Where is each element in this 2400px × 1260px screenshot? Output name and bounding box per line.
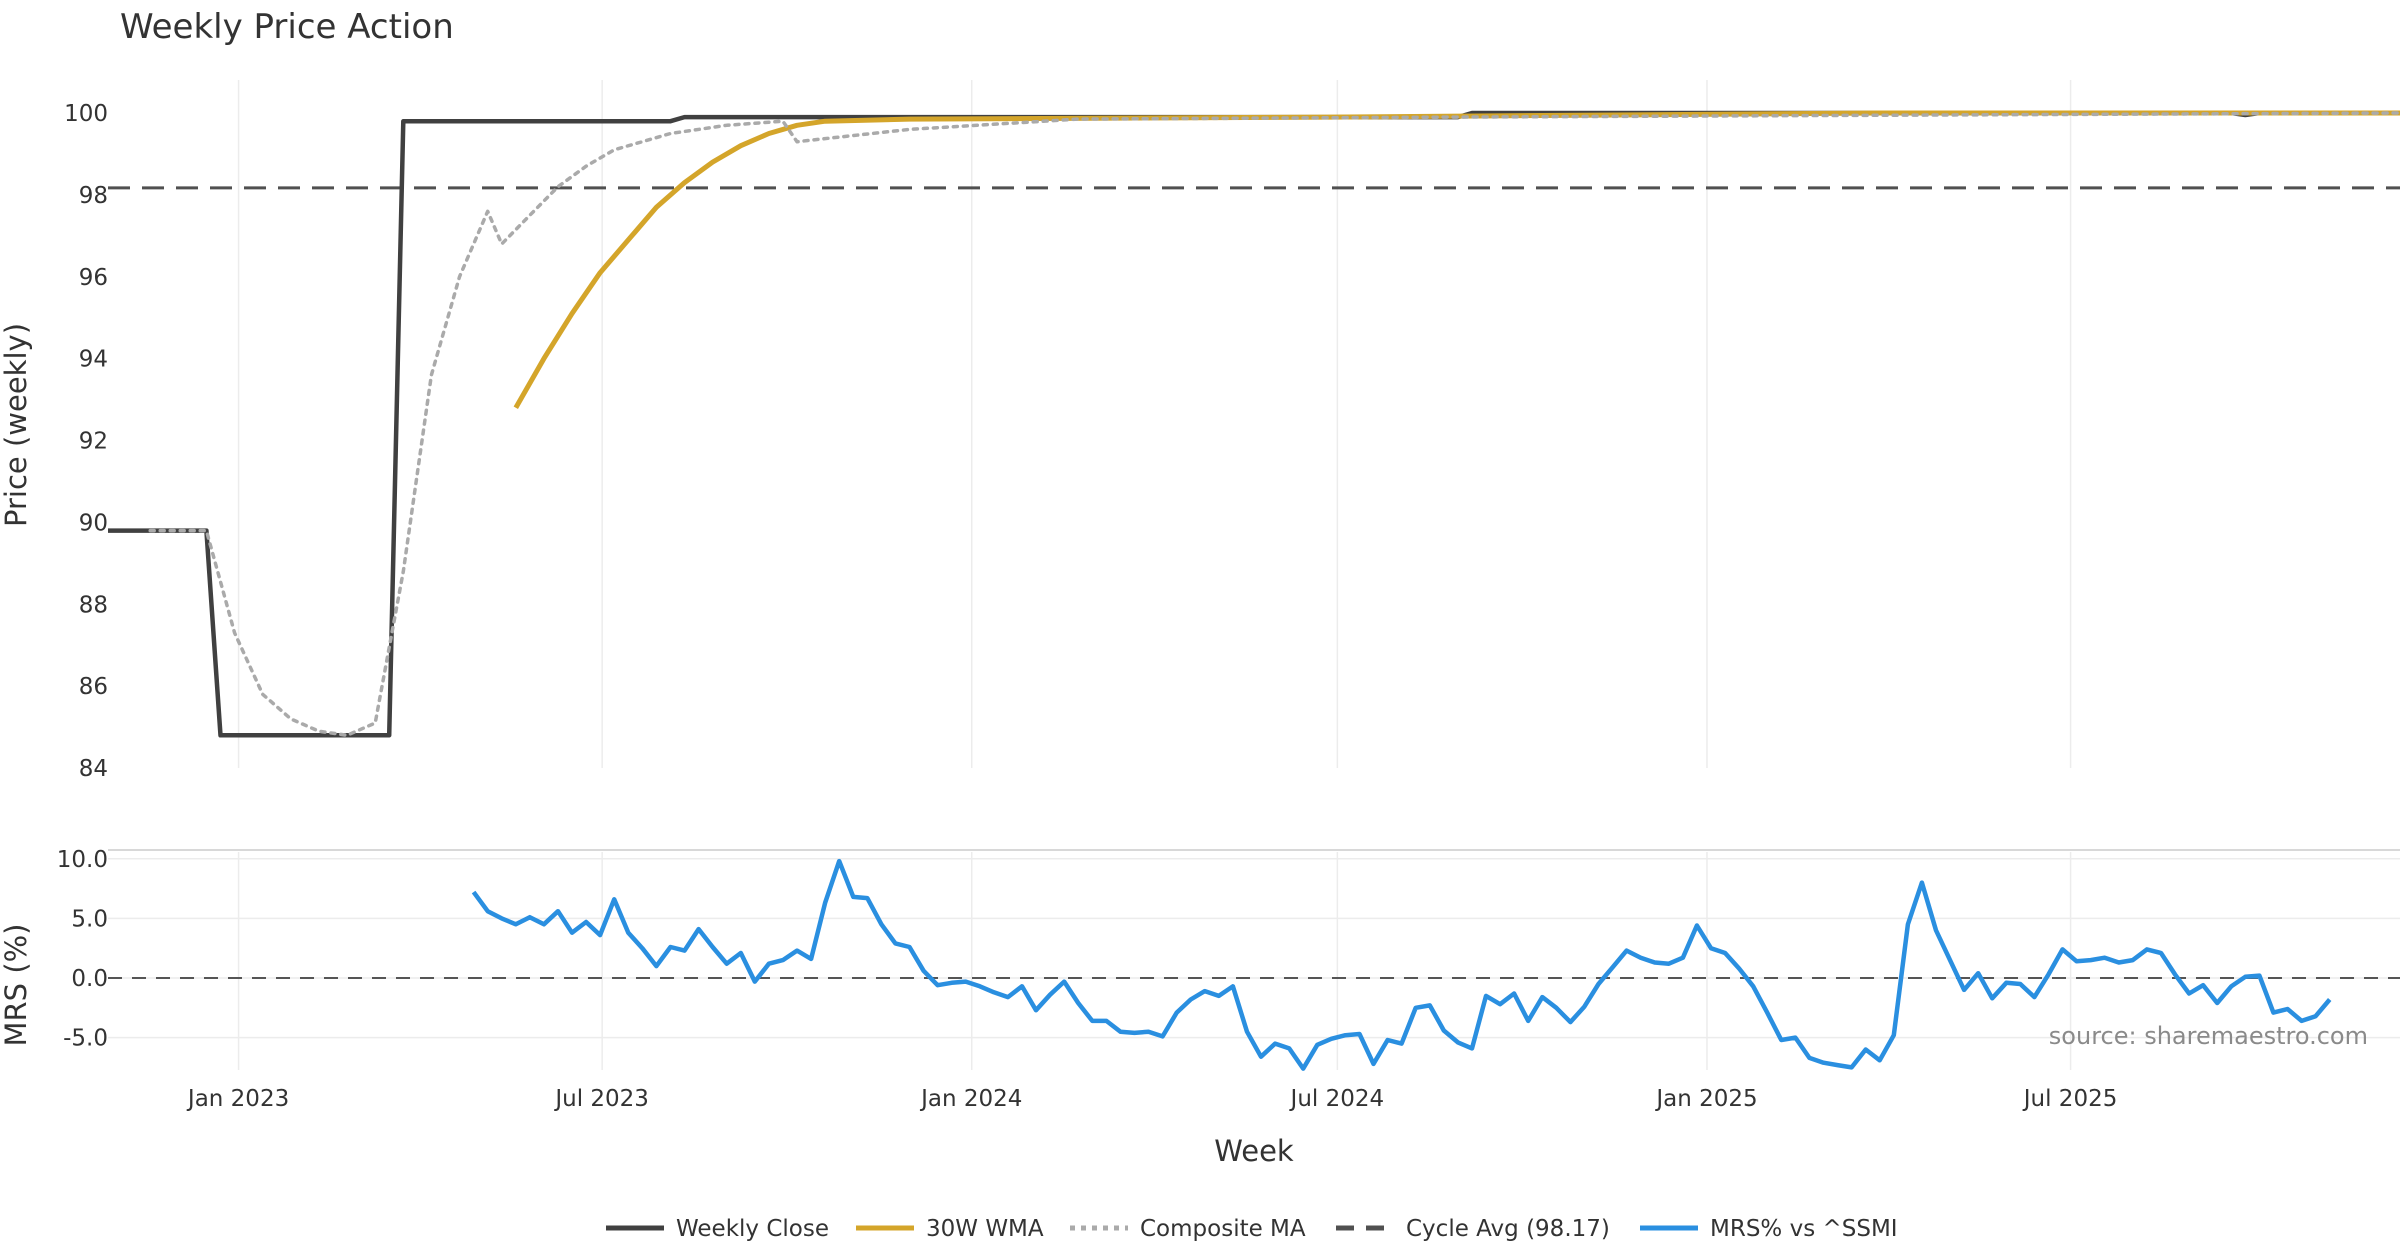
series-mrs-vs-ssmi [471,858,2332,1071]
mrs-axis-title: MRS (%) [0,924,33,1047]
legend-label: Composite MA [1140,1216,1306,1242]
x-axis-title: Week [1214,1134,1294,1168]
mrs-y-tick-label: -5.0 [63,1026,108,1052]
legend: Weekly Close 30W WMA Composite MA Cycle Avg… [606,1216,1898,1242]
x-tick-label: Jan 2025 [1654,1086,1757,1112]
price-y-tick-label: 94 [79,347,108,373]
legend-label: Cycle Avg (98.17) [1406,1216,1610,1242]
mrs-y-tick-label: 5.0 [71,906,108,932]
price-y-tick-label: 100 [64,101,108,127]
chart-title: Weekly Price Action [120,7,454,47]
source-annotation: source: sharemaestro.com [2049,1022,2368,1050]
reference-lines [108,186,2400,979]
legend-entry: Weekly Close [606,1216,829,1242]
mrs-y-tick-label: 0.0 [71,966,108,992]
grid [108,80,2400,1070]
x-tick-label: Jan 2023 [186,1086,289,1112]
price-y-tick-label: 90 [79,510,108,536]
price-y-tick-label: 92 [79,429,108,455]
mrs-y-tick-label: 10.0 [57,847,108,873]
x-tick-label: Jul 2023 [553,1086,649,1112]
legend-label: MRS% vs ^SSMI [1710,1216,1898,1242]
price-y-tick-label: 86 [79,674,108,700]
x-tick-label: Jul 2025 [2022,1086,2118,1112]
legend-entry: Cycle Avg (98.17) [1336,1216,1610,1242]
legend-label: 30W WMA [926,1216,1044,1242]
tick-labels: Jan 2023 Jul 2023 Jan 2024 Jul 2024 Jan 2025… [57,101,2118,1112]
legend-label: Weekly Close [676,1216,829,1242]
x-tick-label: Jan 2024 [919,1086,1022,1112]
x-tick-label: Jul 2024 [1289,1086,1385,1112]
legend-entry: 30W WMA [856,1216,1044,1242]
price-y-tick-label: 88 [79,592,108,618]
series-30w-wma [513,110,2400,410]
series-composite-ma [148,111,2400,738]
legend-entry: MRS% vs ^SSMI [1640,1216,1898,1242]
price-axis-title: Price (weekly) [0,323,33,527]
price-y-tick-label: 96 [79,265,108,291]
price-y-tick-label: 84 [79,756,108,782]
legend-entry: Composite MA [1070,1216,1306,1242]
price-y-tick-label: 98 [79,183,108,209]
series-layer [108,110,2400,1071]
